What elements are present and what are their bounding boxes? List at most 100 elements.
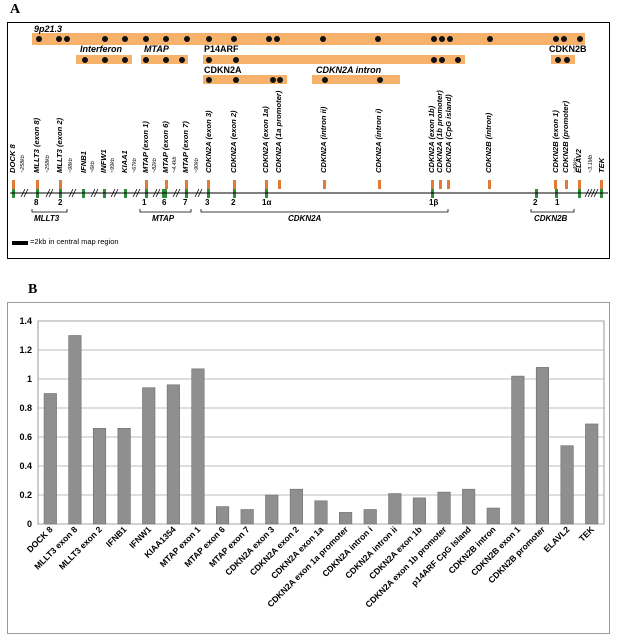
marker-dot xyxy=(455,57,461,63)
x-category-label: MLLT3 exon 2 xyxy=(57,524,104,571)
bar xyxy=(314,500,328,525)
y-tick-label: 0.8 xyxy=(19,403,32,413)
legend-text: =2kb in central map region xyxy=(30,237,119,246)
bar xyxy=(339,512,353,525)
marker-dot xyxy=(82,57,88,63)
tick-mark xyxy=(165,180,168,189)
marker-dot xyxy=(577,36,583,42)
marker-dot xyxy=(553,36,559,42)
bar xyxy=(240,509,254,525)
bar xyxy=(437,491,451,525)
tick-mark xyxy=(36,180,39,189)
panel-b-label: B xyxy=(28,282,38,297)
marker-dot xyxy=(270,77,276,83)
exon-number: 2 xyxy=(58,198,63,207)
y-tick-label: 1.4 xyxy=(19,316,32,326)
tick-mark xyxy=(554,180,557,189)
region-9p21-bar xyxy=(32,33,585,45)
map-baseline-svg xyxy=(10,188,608,213)
marker-dot xyxy=(555,57,561,63)
marker-dot xyxy=(266,36,272,42)
tick-mark xyxy=(233,180,236,189)
cdkn2a-label: CDKN2A xyxy=(204,65,242,75)
marker-dot xyxy=(163,57,169,63)
interferon-label: Interferon xyxy=(80,44,123,54)
legend-scale-bar xyxy=(12,241,28,245)
marker-dot xyxy=(122,57,128,63)
marker-dot xyxy=(206,77,212,83)
y-tick-label: 1.2 xyxy=(19,345,32,355)
bar xyxy=(289,488,303,525)
cdkn2a-intron-label: CDKN2A intron xyxy=(316,65,382,75)
bar xyxy=(486,507,500,525)
marker-dot xyxy=(163,36,169,42)
cdkn2a-intron-bar xyxy=(312,75,400,84)
bar xyxy=(216,506,230,525)
marker-dot xyxy=(431,36,437,42)
region-9p21-label: 9p21.3 xyxy=(34,24,63,34)
mtap-label: MTAP xyxy=(144,44,169,54)
exon-number: 1α xyxy=(262,198,272,207)
marker-dot xyxy=(143,57,149,63)
tick-mark xyxy=(265,180,268,189)
tick-mark xyxy=(578,180,581,189)
bar xyxy=(43,393,57,525)
marker-dot xyxy=(36,36,42,42)
exon-number: 1β xyxy=(429,198,439,207)
marker-dot xyxy=(274,36,280,42)
marker-dot xyxy=(206,36,212,42)
marker-dot xyxy=(375,36,381,42)
tick-mark xyxy=(323,180,326,189)
p14arf-label: P14ARF xyxy=(204,44,239,54)
tick-mark xyxy=(431,180,434,189)
marker-dot xyxy=(277,77,283,83)
exon-number: 1 xyxy=(142,198,147,207)
tick-mark xyxy=(439,180,442,189)
bar xyxy=(363,509,377,525)
y-tick-label: 0.4 xyxy=(19,461,32,471)
gene-label: MTAP xyxy=(152,214,175,223)
bar xyxy=(142,387,156,525)
tick-mark xyxy=(185,180,188,189)
cdkn2a-bar xyxy=(203,75,287,84)
marker-dot xyxy=(122,36,128,42)
y-tick-label: 0 xyxy=(27,519,32,529)
x-category-label: IFNB1 xyxy=(104,524,129,549)
marker-dot xyxy=(56,36,62,42)
marker-dot xyxy=(564,57,570,63)
marker-dot xyxy=(179,57,185,63)
exon-number: 2 xyxy=(533,198,538,207)
marker-dot xyxy=(439,36,445,42)
cdkn2b-top-label: CDKN2B xyxy=(549,44,587,54)
tick-mark xyxy=(59,180,62,189)
tick-mark xyxy=(207,180,210,189)
exon-number: 1 xyxy=(555,198,560,207)
marker-dot xyxy=(184,36,190,42)
bar xyxy=(511,375,525,525)
bar xyxy=(560,445,574,525)
y-tick-label: 1 xyxy=(27,374,32,384)
tick-mark xyxy=(278,180,281,189)
bar xyxy=(412,497,426,525)
cdkn2b-top-bar xyxy=(551,55,575,64)
tick-mark xyxy=(12,180,15,189)
exon-number: 3 xyxy=(205,198,210,207)
marker-dot xyxy=(102,36,108,42)
bar xyxy=(166,384,180,525)
bar xyxy=(68,335,82,525)
marker-dot xyxy=(102,57,108,63)
bar xyxy=(388,493,402,525)
p14arf-bar xyxy=(203,55,465,64)
panel-a-label: A xyxy=(10,2,21,17)
tick-mark xyxy=(378,180,381,189)
bar xyxy=(191,368,205,525)
tick-mark xyxy=(600,180,603,189)
marker-dot xyxy=(233,77,239,83)
marker-dot xyxy=(231,36,237,42)
marker-dot xyxy=(320,36,326,42)
tick-mark xyxy=(488,180,491,189)
marker-dot xyxy=(233,57,239,63)
bar xyxy=(585,423,599,525)
